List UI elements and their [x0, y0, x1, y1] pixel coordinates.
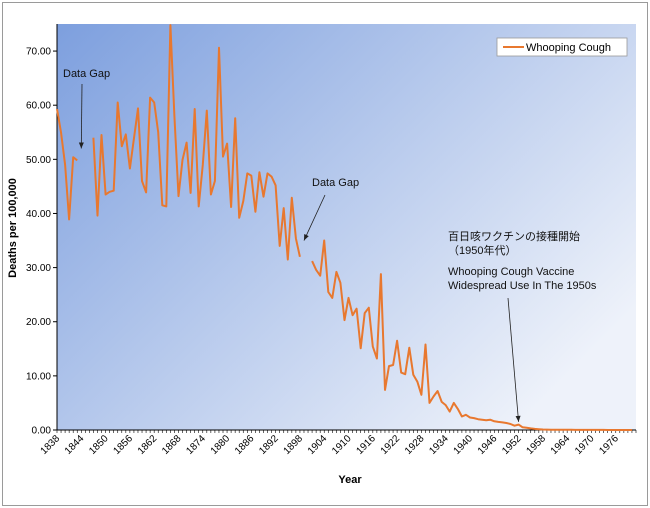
x-tick-label: 1868 [160, 433, 184, 457]
y-tick-label: 50.00 [26, 155, 51, 166]
plot-area [57, 24, 636, 430]
annotation-arrow-head [515, 415, 521, 422]
annotation-arrow-line [303, 194, 326, 241]
x-tick-label: 1952 [500, 433, 524, 457]
x-tick-label: 1934 [427, 433, 451, 457]
x-tick-label: 1874 [184, 433, 208, 457]
x-tick-label: 1976 [597, 433, 621, 457]
x-tick-label: 1916 [354, 433, 378, 457]
annotation-vaccine-jp: 百日咳ワクチンの接種開始 [448, 229, 580, 243]
y-tick-label: 10.00 [26, 371, 51, 382]
annotation-arrow-line [507, 297, 519, 422]
series-line-whooping-cough [311, 239, 632, 431]
annotation-vaccine-en: Widespread Use In The 1950s [448, 280, 597, 292]
y-tick-label: 60.00 [26, 101, 51, 112]
annotation-arrow-line [80, 83, 83, 149]
annotation-arrow-head [78, 142, 84, 149]
x-tick-label: 1940 [452, 433, 476, 457]
annotation-arrow-head [303, 234, 309, 241]
annotation-gap2: Data Gap [312, 177, 359, 189]
x-axis-title: Year [338, 474, 362, 486]
y-tick-label: 30.00 [26, 263, 51, 274]
x-tick-label: 1928 [403, 433, 427, 457]
x-tick-label: 1862 [136, 433, 160, 457]
x-tick-label: 1886 [233, 433, 257, 457]
x-tick-label: 1946 [476, 433, 500, 457]
x-tick-label: 1838 [39, 433, 63, 457]
x-tick-label: 1964 [549, 433, 573, 457]
x-tick-label: 1904 [306, 433, 330, 457]
y-axis-title: Deaths per 100,000 [7, 178, 19, 278]
x-tick-label: 1850 [87, 433, 111, 457]
y-tick-label: 70.00 [26, 47, 51, 58]
annotation-gap1: Data Gap [63, 68, 110, 80]
x-tick-label: 1856 [111, 433, 135, 457]
legend: Whooping Cough [496, 37, 628, 57]
x-tick-label: 1844 [63, 433, 87, 457]
x-tick-label: 1970 [573, 433, 597, 457]
x-tick-label: 1922 [379, 433, 403, 457]
x-tick-label: 1958 [524, 433, 548, 457]
annotation-vaccine-jp: （1950年代） [448, 243, 516, 257]
series-line-whooping-cough [56, 108, 78, 221]
x-tick-label: 1892 [257, 433, 281, 457]
y-tick-label: 20.00 [26, 317, 51, 328]
x-tick-label: 1898 [282, 433, 306, 457]
annotation-vaccine-en: Whooping Cough Vaccine [448, 266, 574, 278]
x-tick-label: 1910 [330, 433, 354, 457]
legend-box [496, 37, 628, 57]
y-tick-label: 40.00 [26, 209, 51, 220]
x-tick-label: 1880 [209, 433, 233, 457]
series-line-whooping-cough [92, 24, 301, 261]
legend-label: Whooping Cough [526, 42, 611, 54]
y-tick-label: 0.00 [32, 426, 52, 437]
